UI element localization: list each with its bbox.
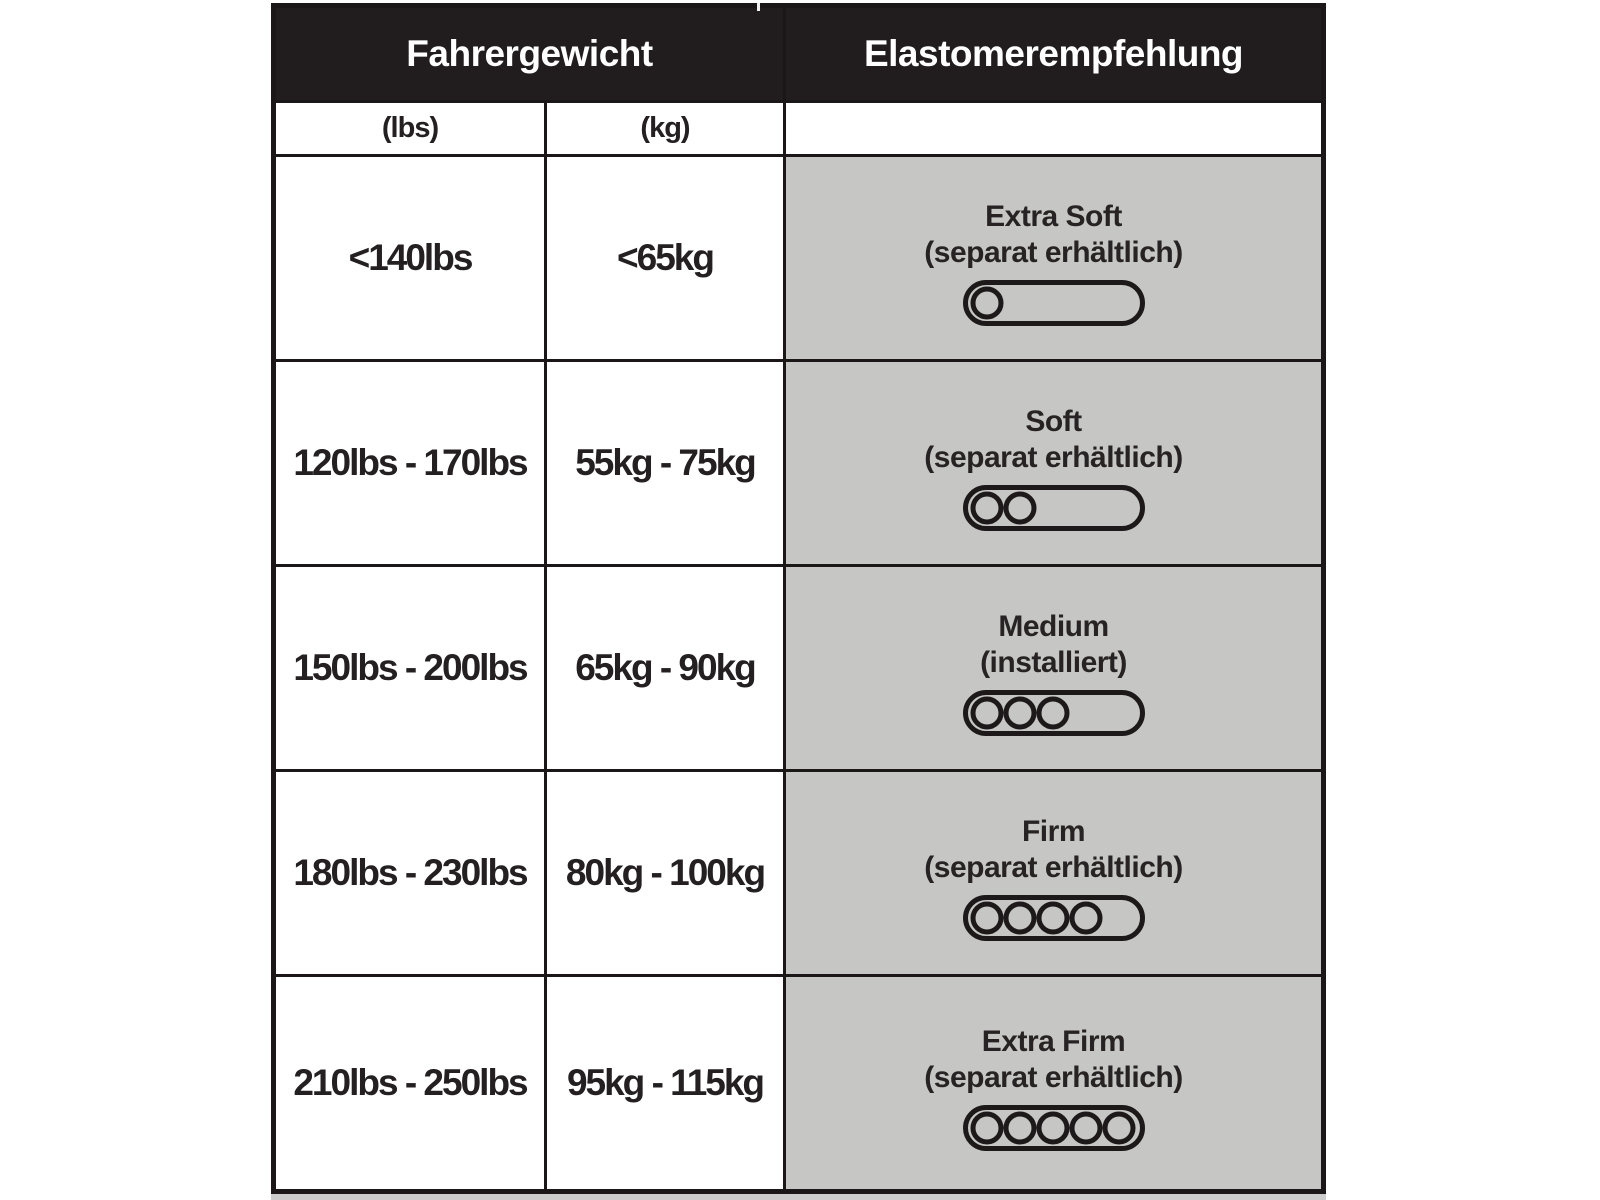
elastomer-pill-icon xyxy=(962,1104,1145,1151)
elastomer-level: Extra Firm xyxy=(981,1024,1126,1058)
elastomer-cell: Extra Firm (separat erhältlich) xyxy=(786,977,1321,1189)
elastomer-pill-icon xyxy=(962,689,1145,736)
elastomer-level: Medium xyxy=(998,609,1109,643)
weight-table: Fahrergewicht Elastomerempfehlung (lbs) … xyxy=(271,3,1326,1194)
subheader-elastomer-empty xyxy=(786,103,1321,154)
elastomer-level: Firm xyxy=(1021,814,1086,848)
elastomer-cell: Soft (separat erhältlich) xyxy=(786,362,1321,564)
availability-note: (separat erhältlich) xyxy=(924,440,1183,474)
elastomer-cell: Extra Soft (separat erhältlich) xyxy=(786,157,1321,359)
lbs-value: 210lbs - 250lbs xyxy=(276,977,544,1189)
lbs-value: 180lbs - 230lbs xyxy=(276,772,544,974)
elastomer-pill-icon xyxy=(962,279,1145,326)
kg-value: 65kg - 90kg xyxy=(547,567,783,769)
availability-note: (separat erhältlich) xyxy=(924,235,1183,269)
elastomer-level: Extra Soft xyxy=(985,199,1122,233)
kg-value: 95kg - 115kg xyxy=(547,977,783,1189)
elastomer-level: Soft xyxy=(1025,404,1082,438)
subheader-kg: (kg) xyxy=(547,103,783,154)
elastomer-pill-icon xyxy=(962,484,1145,531)
elastomer-cell: Medium (installiert) xyxy=(786,567,1321,769)
availability-note: (separat erhältlich) xyxy=(924,1060,1183,1094)
kg-value: 55kg - 75kg xyxy=(547,362,783,564)
elastomer-pill-icon xyxy=(962,894,1145,941)
header-fahrergewicht: Fahrergewicht xyxy=(276,8,783,100)
table-bottom-edge xyxy=(271,1194,1326,1200)
kg-value: <65kg xyxy=(547,157,783,359)
lbs-value: 120lbs - 170lbs xyxy=(276,362,544,564)
lbs-value: <140lbs xyxy=(276,157,544,359)
subheader-lbs: (lbs) xyxy=(276,103,544,154)
lbs-value: 150lbs - 200lbs xyxy=(276,567,544,769)
header-cell-seam xyxy=(757,3,760,11)
header-elastomerempfehlung: Elastomerempfehlung xyxy=(786,8,1321,100)
availability-note: (installiert) xyxy=(980,645,1127,679)
kg-value: 80kg - 100kg xyxy=(547,772,783,974)
availability-note: (separat erhältlich) xyxy=(924,850,1183,884)
elastomer-cell: Firm (separat erhältlich) xyxy=(786,772,1321,974)
